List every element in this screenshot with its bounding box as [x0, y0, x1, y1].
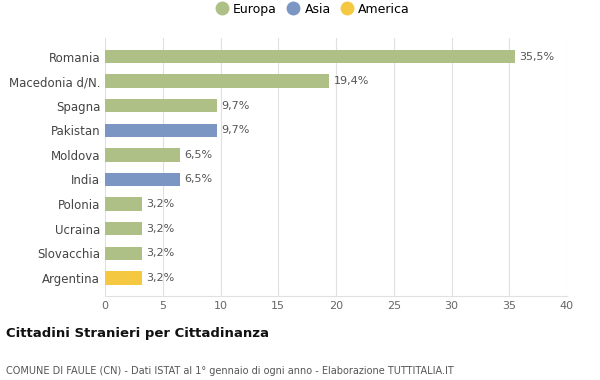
Text: 6,5%: 6,5%	[185, 150, 213, 160]
Text: 6,5%: 6,5%	[185, 174, 213, 185]
Bar	[105, 74, 329, 88]
Bar	[105, 247, 142, 260]
Text: 9,7%: 9,7%	[221, 125, 250, 135]
Text: 3,2%: 3,2%	[146, 199, 175, 209]
Bar	[105, 222, 142, 236]
Bar	[105, 173, 180, 186]
Text: 3,2%: 3,2%	[146, 273, 175, 283]
Legend: Europa, Asia, America: Europa, Asia, America	[213, 0, 413, 18]
Text: COMUNE DI FAULE (CN) - Dati ISTAT al 1° gennaio di ogni anno - Elaborazione TUTT: COMUNE DI FAULE (CN) - Dati ISTAT al 1° …	[6, 366, 454, 376]
Text: 35,5%: 35,5%	[520, 52, 555, 62]
Bar	[105, 124, 217, 137]
Bar	[105, 148, 180, 162]
Text: 3,2%: 3,2%	[146, 248, 175, 258]
Bar	[105, 271, 142, 285]
Bar	[105, 99, 217, 112]
Text: Cittadini Stranieri per Cittadinanza: Cittadini Stranieri per Cittadinanza	[6, 327, 269, 340]
Text: 9,7%: 9,7%	[221, 101, 250, 111]
Bar	[105, 197, 142, 211]
Text: 19,4%: 19,4%	[334, 76, 369, 86]
Bar	[105, 50, 515, 63]
Text: 3,2%: 3,2%	[146, 224, 175, 234]
